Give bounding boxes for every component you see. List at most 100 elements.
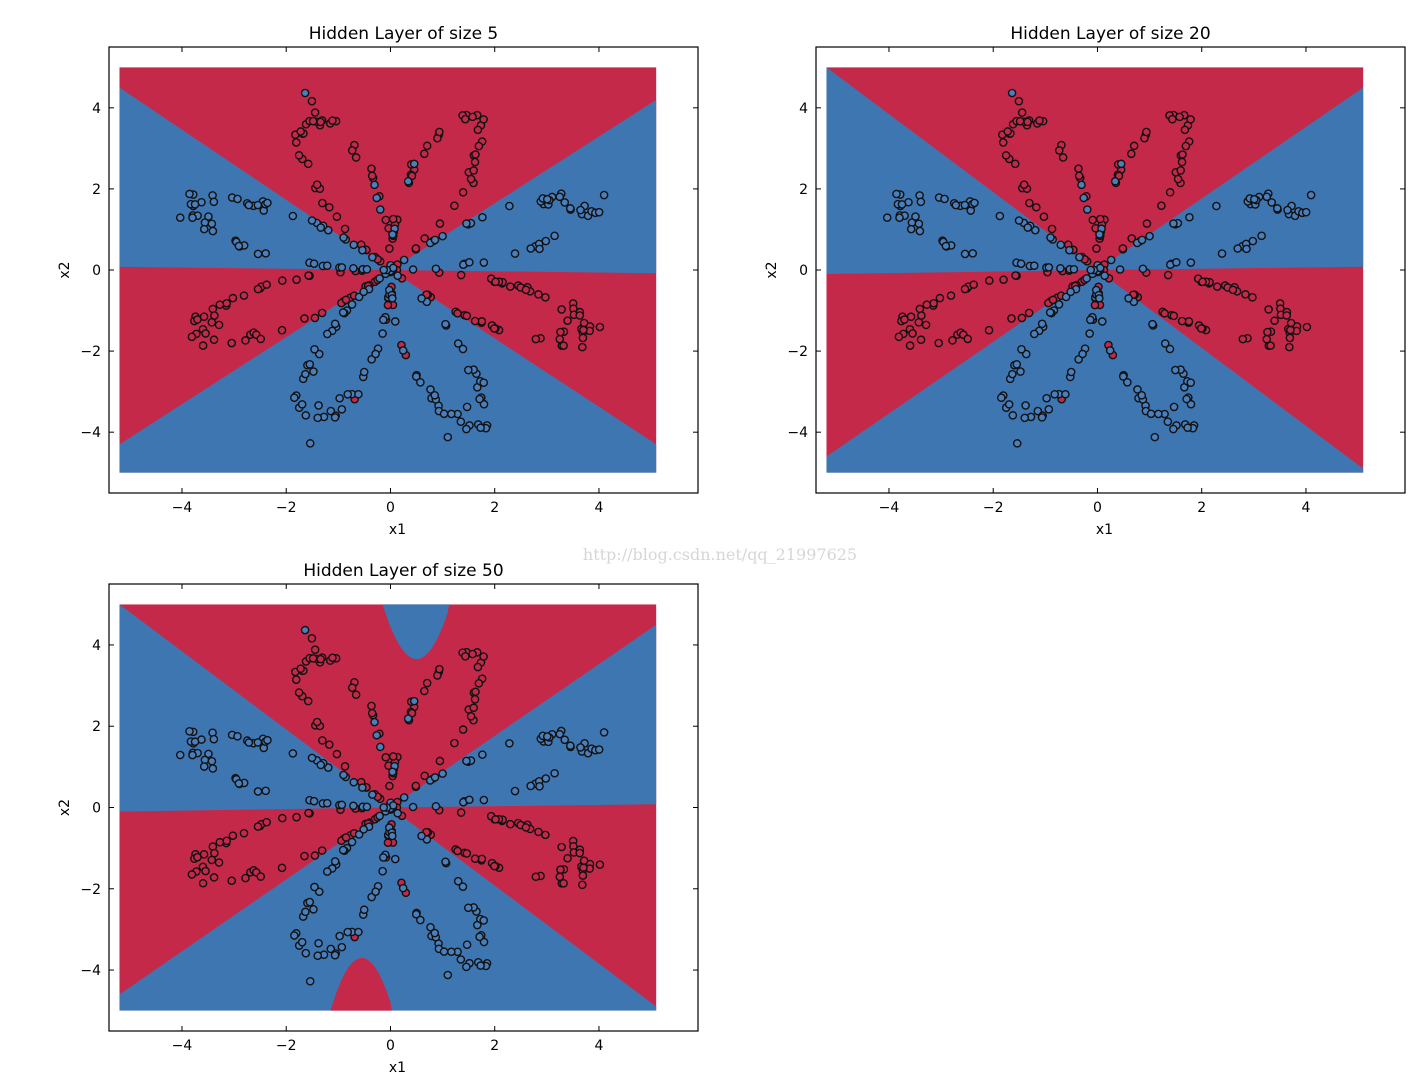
point-red — [1302, 322, 1312, 332]
point-blue — [338, 845, 348, 855]
point-blue — [261, 786, 271, 796]
point-blue — [1185, 212, 1194, 222]
point-blue — [1145, 231, 1154, 241]
point-red — [422, 141, 432, 151]
point-red — [304, 271, 313, 280]
point-red — [521, 285, 531, 295]
point-blue — [1044, 263, 1054, 272]
point-blue — [1160, 339, 1170, 348]
point-blue — [309, 796, 319, 806]
point-blue — [263, 198, 272, 208]
point-red — [198, 878, 208, 888]
region-blue-top-bump — [382, 604, 450, 660]
y-axis-label: x2 — [57, 261, 73, 278]
point-blue — [526, 781, 536, 791]
point-blue — [305, 439, 315, 448]
point-red — [318, 736, 327, 745]
point-red — [506, 819, 515, 829]
point-red — [388, 214, 398, 224]
point-blue — [359, 825, 368, 834]
point-red — [1035, 116, 1044, 125]
point-blue — [550, 768, 559, 778]
point-blue — [314, 938, 323, 948]
point-blue — [416, 915, 425, 925]
point-blue — [430, 390, 440, 400]
point-red — [1127, 234, 1136, 243]
region-blue-right — [390, 99, 657, 274]
y-tick-label: 2 — [799, 182, 808, 198]
point-blue — [1065, 245, 1074, 255]
point-blue — [307, 753, 317, 763]
point-red — [241, 873, 250, 883]
point-blue — [314, 401, 323, 410]
point-red — [325, 740, 334, 749]
point-blue — [1106, 255, 1116, 265]
point-red — [325, 202, 334, 212]
point-blue — [1169, 402, 1179, 412]
point-blue — [339, 770, 348, 780]
point-red — [921, 320, 931, 330]
point-blue — [188, 750, 197, 760]
point-blue — [465, 257, 474, 267]
point-red — [1074, 171, 1084, 181]
point-blue — [464, 903, 473, 913]
point-red — [900, 315, 909, 324]
point-red — [1039, 212, 1049, 222]
point-red — [388, 752, 398, 761]
point-blue — [207, 756, 217, 766]
point-red — [292, 275, 301, 284]
point-red — [1129, 141, 1139, 151]
point-blue — [301, 948, 311, 958]
point-red — [578, 333, 588, 343]
point-red — [215, 837, 225, 847]
point-red — [328, 653, 337, 663]
point-blue — [456, 955, 466, 964]
point-red — [241, 336, 250, 345]
point-blue — [1183, 423, 1192, 433]
point-blue — [941, 241, 951, 251]
point-blue — [309, 904, 318, 914]
point-blue — [1123, 377, 1132, 387]
point-red — [214, 320, 224, 330]
point-red — [1177, 157, 1187, 167]
point-red — [473, 125, 483, 135]
point-red — [310, 645, 320, 655]
scatter-points — [882, 88, 1316, 448]
point-blue — [1016, 259, 1026, 268]
point-red — [341, 833, 351, 842]
point-blue — [301, 411, 311, 420]
point-red — [187, 870, 197, 879]
point-blue — [335, 393, 344, 403]
point-blue — [390, 854, 400, 864]
point-blue — [375, 274, 384, 283]
point-red — [385, 244, 394, 253]
point-blue — [441, 857, 450, 867]
point-blue — [1021, 401, 1030, 410]
point-blue — [208, 226, 218, 236]
y-axis-label: x2 — [57, 799, 73, 816]
point-blue — [338, 308, 348, 317]
point-blue — [408, 802, 418, 812]
point-red — [556, 327, 565, 337]
region-blue-right — [1097, 87, 1364, 270]
point-blue — [244, 738, 254, 747]
point-red — [187, 332, 197, 342]
point-red — [579, 856, 589, 865]
point-red — [469, 166, 478, 175]
point-blue — [1212, 201, 1221, 211]
point-blue — [1077, 180, 1086, 190]
point-red — [1180, 125, 1190, 135]
point-blue — [358, 245, 367, 255]
x-tick-label: −4 — [172, 1038, 193, 1054]
point-red — [1163, 270, 1173, 280]
point-red — [347, 683, 357, 692]
point-blue — [560, 735, 570, 745]
point-blue — [479, 795, 489, 805]
point-blue — [940, 194, 949, 204]
point-red — [470, 316, 480, 326]
point-blue — [354, 830, 364, 839]
point-red — [468, 112, 477, 122]
y-tick-label: −4 — [80, 425, 101, 441]
point-blue — [1138, 264, 1148, 274]
point-blue — [372, 730, 382, 740]
